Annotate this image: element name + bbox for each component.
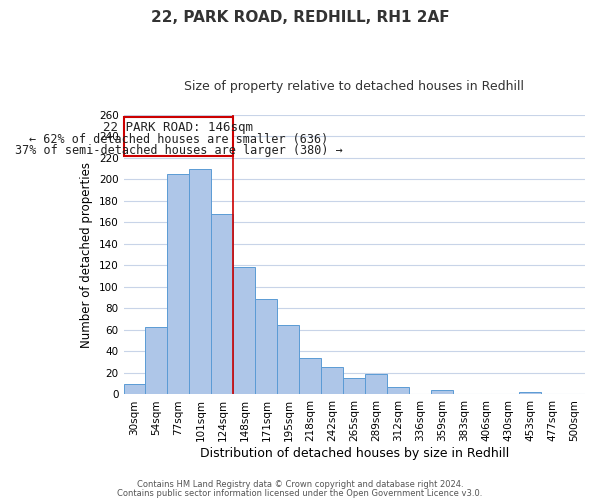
Bar [190, 168, 211, 394]
FancyBboxPatch shape [124, 117, 233, 156]
Text: 22 PARK ROAD: 146sqm: 22 PARK ROAD: 146sqm [103, 122, 253, 134]
Bar [519, 392, 541, 394]
Bar [299, 358, 321, 395]
Bar [431, 390, 453, 394]
Text: ← 62% of detached houses are smaller (636): ← 62% of detached houses are smaller (63… [29, 134, 328, 146]
Y-axis label: Number of detached properties: Number of detached properties [80, 162, 94, 348]
X-axis label: Distribution of detached houses by size in Redhill: Distribution of detached houses by size … [200, 447, 509, 460]
Text: Contains public sector information licensed under the Open Government Licence v3: Contains public sector information licen… [118, 488, 482, 498]
Bar [321, 366, 343, 394]
Bar [256, 299, 277, 394]
Text: 37% of semi-detached houses are larger (380) →: 37% of semi-detached houses are larger (… [14, 144, 343, 157]
Bar [124, 384, 145, 394]
Bar [211, 214, 233, 394]
Bar [343, 378, 365, 394]
Bar [387, 387, 409, 394]
Bar [365, 374, 387, 394]
Title: Size of property relative to detached houses in Redhill: Size of property relative to detached ho… [184, 80, 524, 93]
Text: 22, PARK ROAD, REDHILL, RH1 2AF: 22, PARK ROAD, REDHILL, RH1 2AF [151, 10, 449, 25]
Text: Contains HM Land Registry data © Crown copyright and database right 2024.: Contains HM Land Registry data © Crown c… [137, 480, 463, 489]
Bar [167, 174, 190, 394]
Bar [145, 326, 167, 394]
Bar [233, 266, 256, 394]
Bar [277, 324, 299, 394]
